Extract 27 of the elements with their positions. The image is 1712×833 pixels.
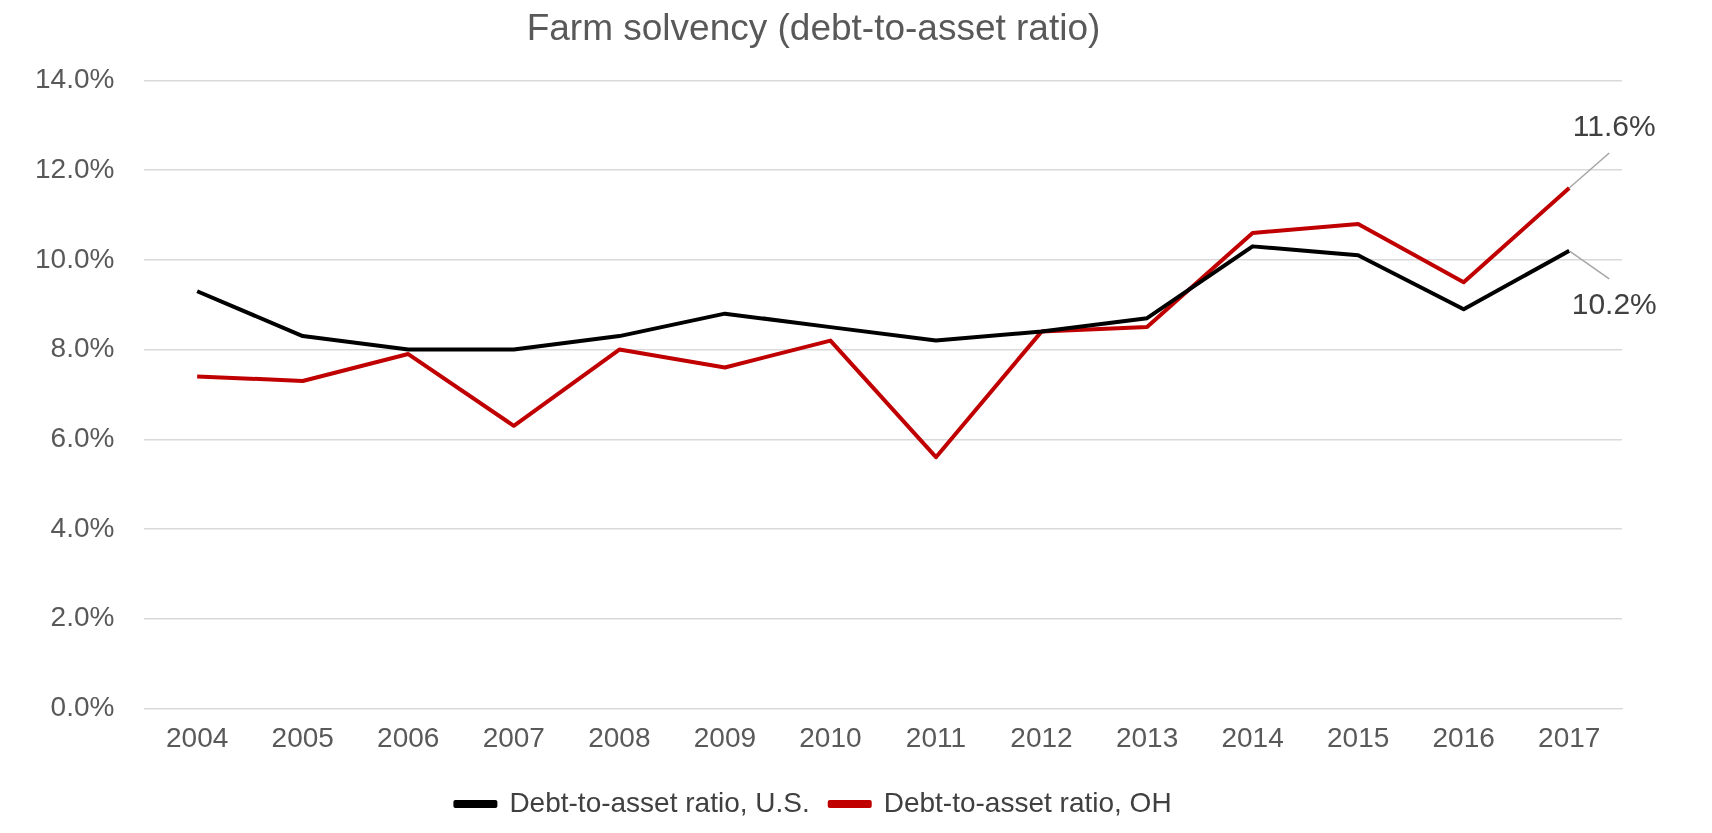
x-tick-label: 2004 — [166, 721, 229, 753]
chart-title: Farm solvency (debt-to-asset ratio) — [526, 7, 1101, 49]
y-tick-label: 14.0% — [34, 63, 115, 95]
x-tick-label: 2007 — [482, 721, 545, 753]
y-tick-label: 6.0% — [50, 421, 115, 453]
y-tick-label: 12.0% — [34, 152, 115, 184]
x-tick-label: 2005 — [271, 721, 334, 753]
x-tick-label: 2012 — [1010, 721, 1073, 753]
x-tick-label: 2014 — [1221, 721, 1284, 753]
y-tick-label: 0.0% — [50, 691, 115, 723]
x-tick-label: 2013 — [1115, 721, 1179, 753]
data-label: 11.6% — [1572, 109, 1656, 143]
x-tick-label: 2015 — [1326, 721, 1390, 753]
y-tick-label: 10.0% — [34, 242, 115, 274]
legend-label: Debt-to-asset ratio, OH — [883, 786, 1172, 818]
x-tick-label: 2009 — [693, 721, 757, 753]
y-tick-label: 8.0% — [50, 332, 115, 364]
x-tick-label: 2008 — [588, 721, 651, 753]
legend-label: Debt-to-asset ratio, U.S. — [509, 786, 810, 818]
data-label: 10.2% — [1571, 287, 1657, 321]
x-tick-label: 2016 — [1432, 721, 1495, 753]
x-tick-label: 2006 — [377, 721, 440, 753]
y-tick-label: 2.0% — [50, 601, 115, 633]
x-tick-label: 2017 — [1538, 721, 1601, 753]
x-tick-label: 2010 — [799, 721, 862, 753]
x-tick-label: 2011 — [905, 721, 967, 753]
y-tick-label: 4.0% — [50, 511, 115, 543]
